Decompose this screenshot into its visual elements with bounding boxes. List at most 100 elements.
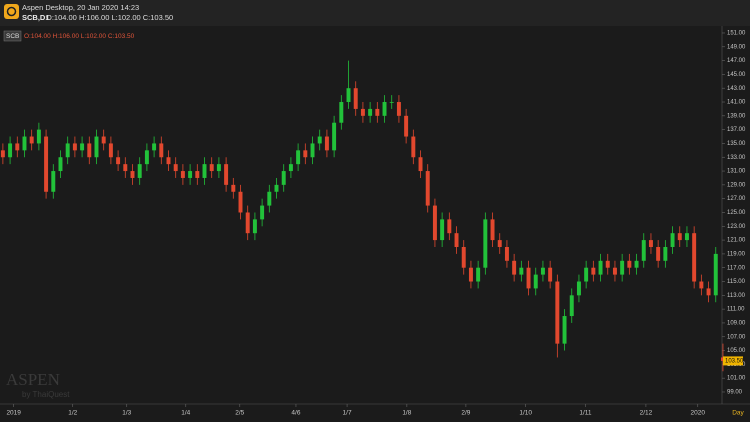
y-tick-label: 135.00 (727, 141, 746, 147)
candle-body (569, 295, 574, 317)
y-tick-label: 141.00 (727, 100, 746, 106)
candle-body (65, 143, 70, 158)
candle-body (591, 267, 596, 275)
candle-body (101, 136, 106, 144)
candle-body (620, 260, 625, 275)
candle-body (699, 281, 704, 289)
y-tick-label: 129.00 (727, 182, 746, 188)
candle-body (94, 136, 99, 158)
legend-symbol: SCB (6, 33, 19, 40)
candle-body (224, 164, 229, 185)
candle-body (670, 233, 675, 247)
y-tick-label: 121.00 (727, 238, 746, 244)
candle-body (648, 240, 653, 247)
x-tick-label: 2/12 (640, 410, 653, 417)
y-tick-label: 137.00 (727, 127, 746, 133)
candle-body (130, 171, 135, 178)
candle-body (576, 281, 581, 296)
candle-body (346, 88, 351, 103)
x-tick-label: 1/10 (519, 410, 532, 417)
candle-body (656, 246, 661, 261)
candle-body (137, 164, 142, 178)
candle-body (663, 246, 668, 261)
candle-body (627, 260, 632, 268)
candle-body (116, 157, 121, 165)
candle-body (512, 260, 517, 275)
candle-body (15, 143, 20, 151)
last-price-box (723, 356, 743, 366)
header-bar (0, 0, 750, 26)
y-tick-label: 105.00 (727, 348, 746, 354)
candle-body (310, 143, 315, 158)
y-tick-label: 133.00 (727, 155, 746, 161)
candle-body (231, 184, 236, 192)
candle-body (339, 102, 344, 123)
candle-body (432, 205, 437, 241)
candle-body (0, 150, 5, 158)
x-tick-label: 2019 (6, 410, 21, 417)
candle-body (548, 267, 553, 282)
candle-body (360, 108, 365, 116)
candle-body (562, 316, 567, 344)
candle-body (720, 357, 725, 361)
x-tick-label: 1/4 (181, 410, 190, 417)
candle-body (584, 267, 589, 282)
candle-body (555, 281, 560, 344)
watermark-by: by ThaiQuest (22, 390, 70, 399)
candle-body (540, 267, 545, 275)
candle-body (490, 219, 495, 241)
x-tick-label: 1/2 (68, 410, 77, 417)
candle-body (296, 150, 301, 165)
candle-body (396, 102, 401, 116)
candle-body (677, 233, 682, 241)
candle-body (188, 171, 193, 178)
candle-body (476, 267, 481, 282)
candle-body (274, 184, 279, 192)
candle-body (29, 136, 34, 144)
candle-body (411, 136, 416, 158)
candle-body (202, 164, 207, 178)
y-tick-label: 107.00 (727, 334, 746, 340)
x-tick-label: 4/6 (291, 410, 300, 417)
watermark-brand: ASPEN (6, 370, 60, 389)
candle-body (281, 171, 286, 185)
legend-badge (3, 30, 22, 42)
candle-body (504, 246, 509, 261)
candle-body (80, 143, 85, 151)
candle-body (51, 171, 56, 192)
candle-body (252, 219, 257, 234)
candle-body (245, 212, 250, 234)
candle-body (159, 143, 164, 158)
candle-body (598, 260, 603, 275)
candle-body (209, 164, 214, 172)
legend-ohlc: O:104.00 H:106.00 L:102.00 C:103.50 (24, 33, 135, 40)
y-tick-label: 111.00 (727, 307, 745, 313)
candle-body (706, 288, 711, 296)
y-tick-label: 127.00 (727, 196, 746, 202)
candle-body (238, 191, 243, 213)
candle-body (375, 108, 380, 116)
candle-body (454, 233, 459, 247)
y-tick-label: 115.00 (727, 279, 746, 285)
candle-body (123, 164, 128, 172)
y-tick-label: 125.00 (727, 210, 746, 216)
header-ohlc: O:104.00 H:106.00 L:102.00 C:103.50 (46, 13, 173, 22)
y-tick-label: 147.00 (727, 58, 746, 64)
candle-body (166, 157, 171, 165)
x-tick-label: 1/7 (343, 410, 352, 417)
x-tick-label: 1/3 (122, 410, 131, 417)
y-tick-label: 131.00 (727, 169, 746, 175)
candle-body (58, 157, 63, 172)
candle-body (8, 143, 13, 158)
candle-body (634, 260, 639, 268)
candle-body (180, 171, 185, 178)
y-tick-label: 109.00 (727, 321, 746, 327)
candle-body (324, 136, 329, 151)
x-tick-label: 2/9 (461, 410, 470, 417)
candle-body (447, 219, 452, 234)
candle-body (382, 102, 387, 116)
candle-body (684, 233, 689, 241)
x-axis-label: Day (732, 410, 744, 417)
